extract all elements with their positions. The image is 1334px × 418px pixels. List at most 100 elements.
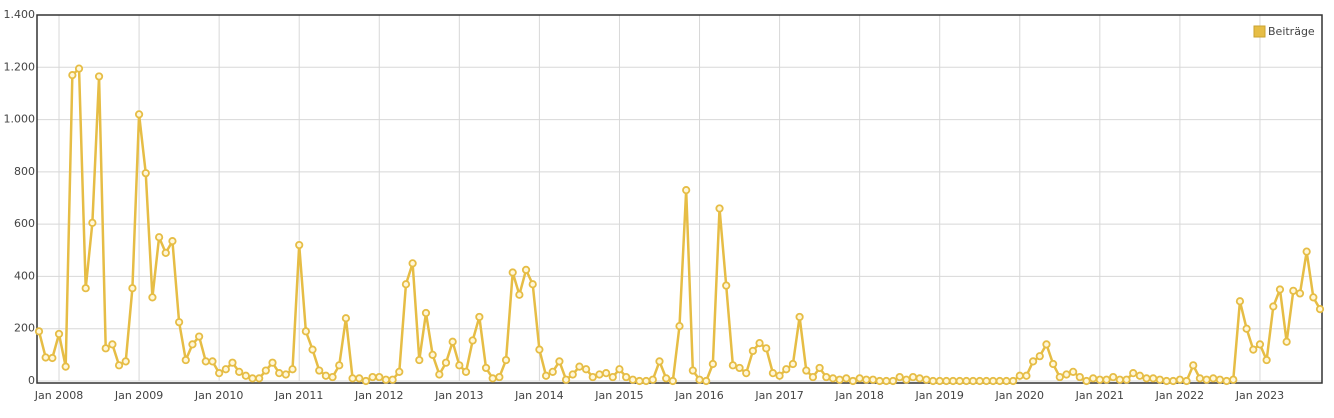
point (335, 361, 344, 370)
point (1229, 375, 1238, 384)
point (188, 340, 197, 349)
point (1055, 372, 1064, 382)
point (1135, 371, 1144, 380)
point (942, 376, 951, 386)
point (475, 312, 484, 322)
point (1309, 293, 1318, 302)
point (61, 362, 70, 371)
point (208, 357, 217, 366)
point (728, 361, 737, 370)
point (41, 353, 50, 362)
point (742, 369, 751, 378)
point (822, 372, 831, 382)
point (1182, 376, 1191, 386)
point (1102, 375, 1111, 384)
point (48, 353, 57, 363)
point (855, 374, 864, 383)
x-tick-label: Jan 2019 (914, 389, 963, 402)
point (281, 370, 290, 379)
point (361, 376, 371, 386)
point (308, 345, 317, 354)
point (1315, 305, 1325, 314)
point (782, 365, 791, 374)
point (795, 312, 804, 322)
point (341, 314, 351, 323)
x-tick-label: Jan 2014 (514, 389, 563, 402)
y-tick-label: 400 (14, 269, 35, 282)
point (642, 376, 651, 386)
point (702, 376, 711, 386)
point (548, 367, 557, 376)
point (688, 366, 697, 375)
point (962, 376, 971, 386)
point (955, 376, 964, 386)
point (1049, 359, 1058, 369)
point (301, 327, 310, 336)
point (1295, 289, 1305, 298)
point (235, 367, 244, 376)
point (682, 186, 691, 195)
point (1235, 297, 1245, 306)
point (602, 369, 611, 378)
point (468, 336, 477, 345)
point (1008, 376, 1018, 386)
point (161, 248, 170, 257)
point (848, 376, 858, 386)
point (802, 366, 811, 375)
point (321, 371, 330, 380)
x-tick-label: Jan 2008 (34, 389, 83, 402)
x-tick-label: Jan 2016 (674, 389, 723, 402)
point (1142, 374, 1151, 383)
point (561, 375, 571, 384)
point (421, 308, 431, 318)
point (908, 372, 918, 382)
point (902, 375, 911, 384)
point (54, 329, 64, 339)
point (835, 375, 844, 384)
point (175, 318, 184, 327)
point (1069, 367, 1078, 376)
point (868, 375, 878, 384)
point (401, 280, 411, 289)
point (154, 233, 164, 242)
point (1262, 355, 1271, 365)
point (1302, 247, 1311, 256)
point (581, 365, 591, 374)
point (722, 281, 731, 290)
point (1015, 371, 1024, 380)
point (608, 372, 617, 382)
point (74, 64, 84, 73)
point (1269, 302, 1278, 311)
point (395, 367, 404, 376)
x-tick-label: Jan 2012 (354, 389, 403, 402)
point (415, 355, 424, 365)
point (375, 372, 384, 382)
point (1222, 376, 1231, 386)
point (441, 358, 451, 367)
point (1162, 376, 1171, 386)
point (515, 290, 524, 299)
point (595, 370, 604, 379)
point (495, 372, 504, 382)
point (34, 327, 44, 336)
point (348, 374, 357, 383)
x-tick-label: Jan 2017 (754, 389, 803, 402)
x-tick-label: Jan 2022 (1155, 389, 1204, 402)
point (1022, 371, 1031, 380)
point (1282, 337, 1291, 346)
point (481, 363, 491, 373)
point (1029, 357, 1038, 366)
point (114, 361, 124, 370)
y-tick-label: 1.000 (4, 113, 36, 126)
point (735, 363, 744, 373)
x-tick-label: Jan 2010 (194, 389, 243, 402)
point (508, 268, 517, 277)
point (355, 374, 364, 383)
point (121, 357, 130, 366)
point (275, 369, 284, 378)
point (228, 358, 237, 367)
point (461, 367, 471, 376)
point (288, 365, 297, 374)
point (1035, 352, 1044, 361)
point (948, 376, 958, 386)
